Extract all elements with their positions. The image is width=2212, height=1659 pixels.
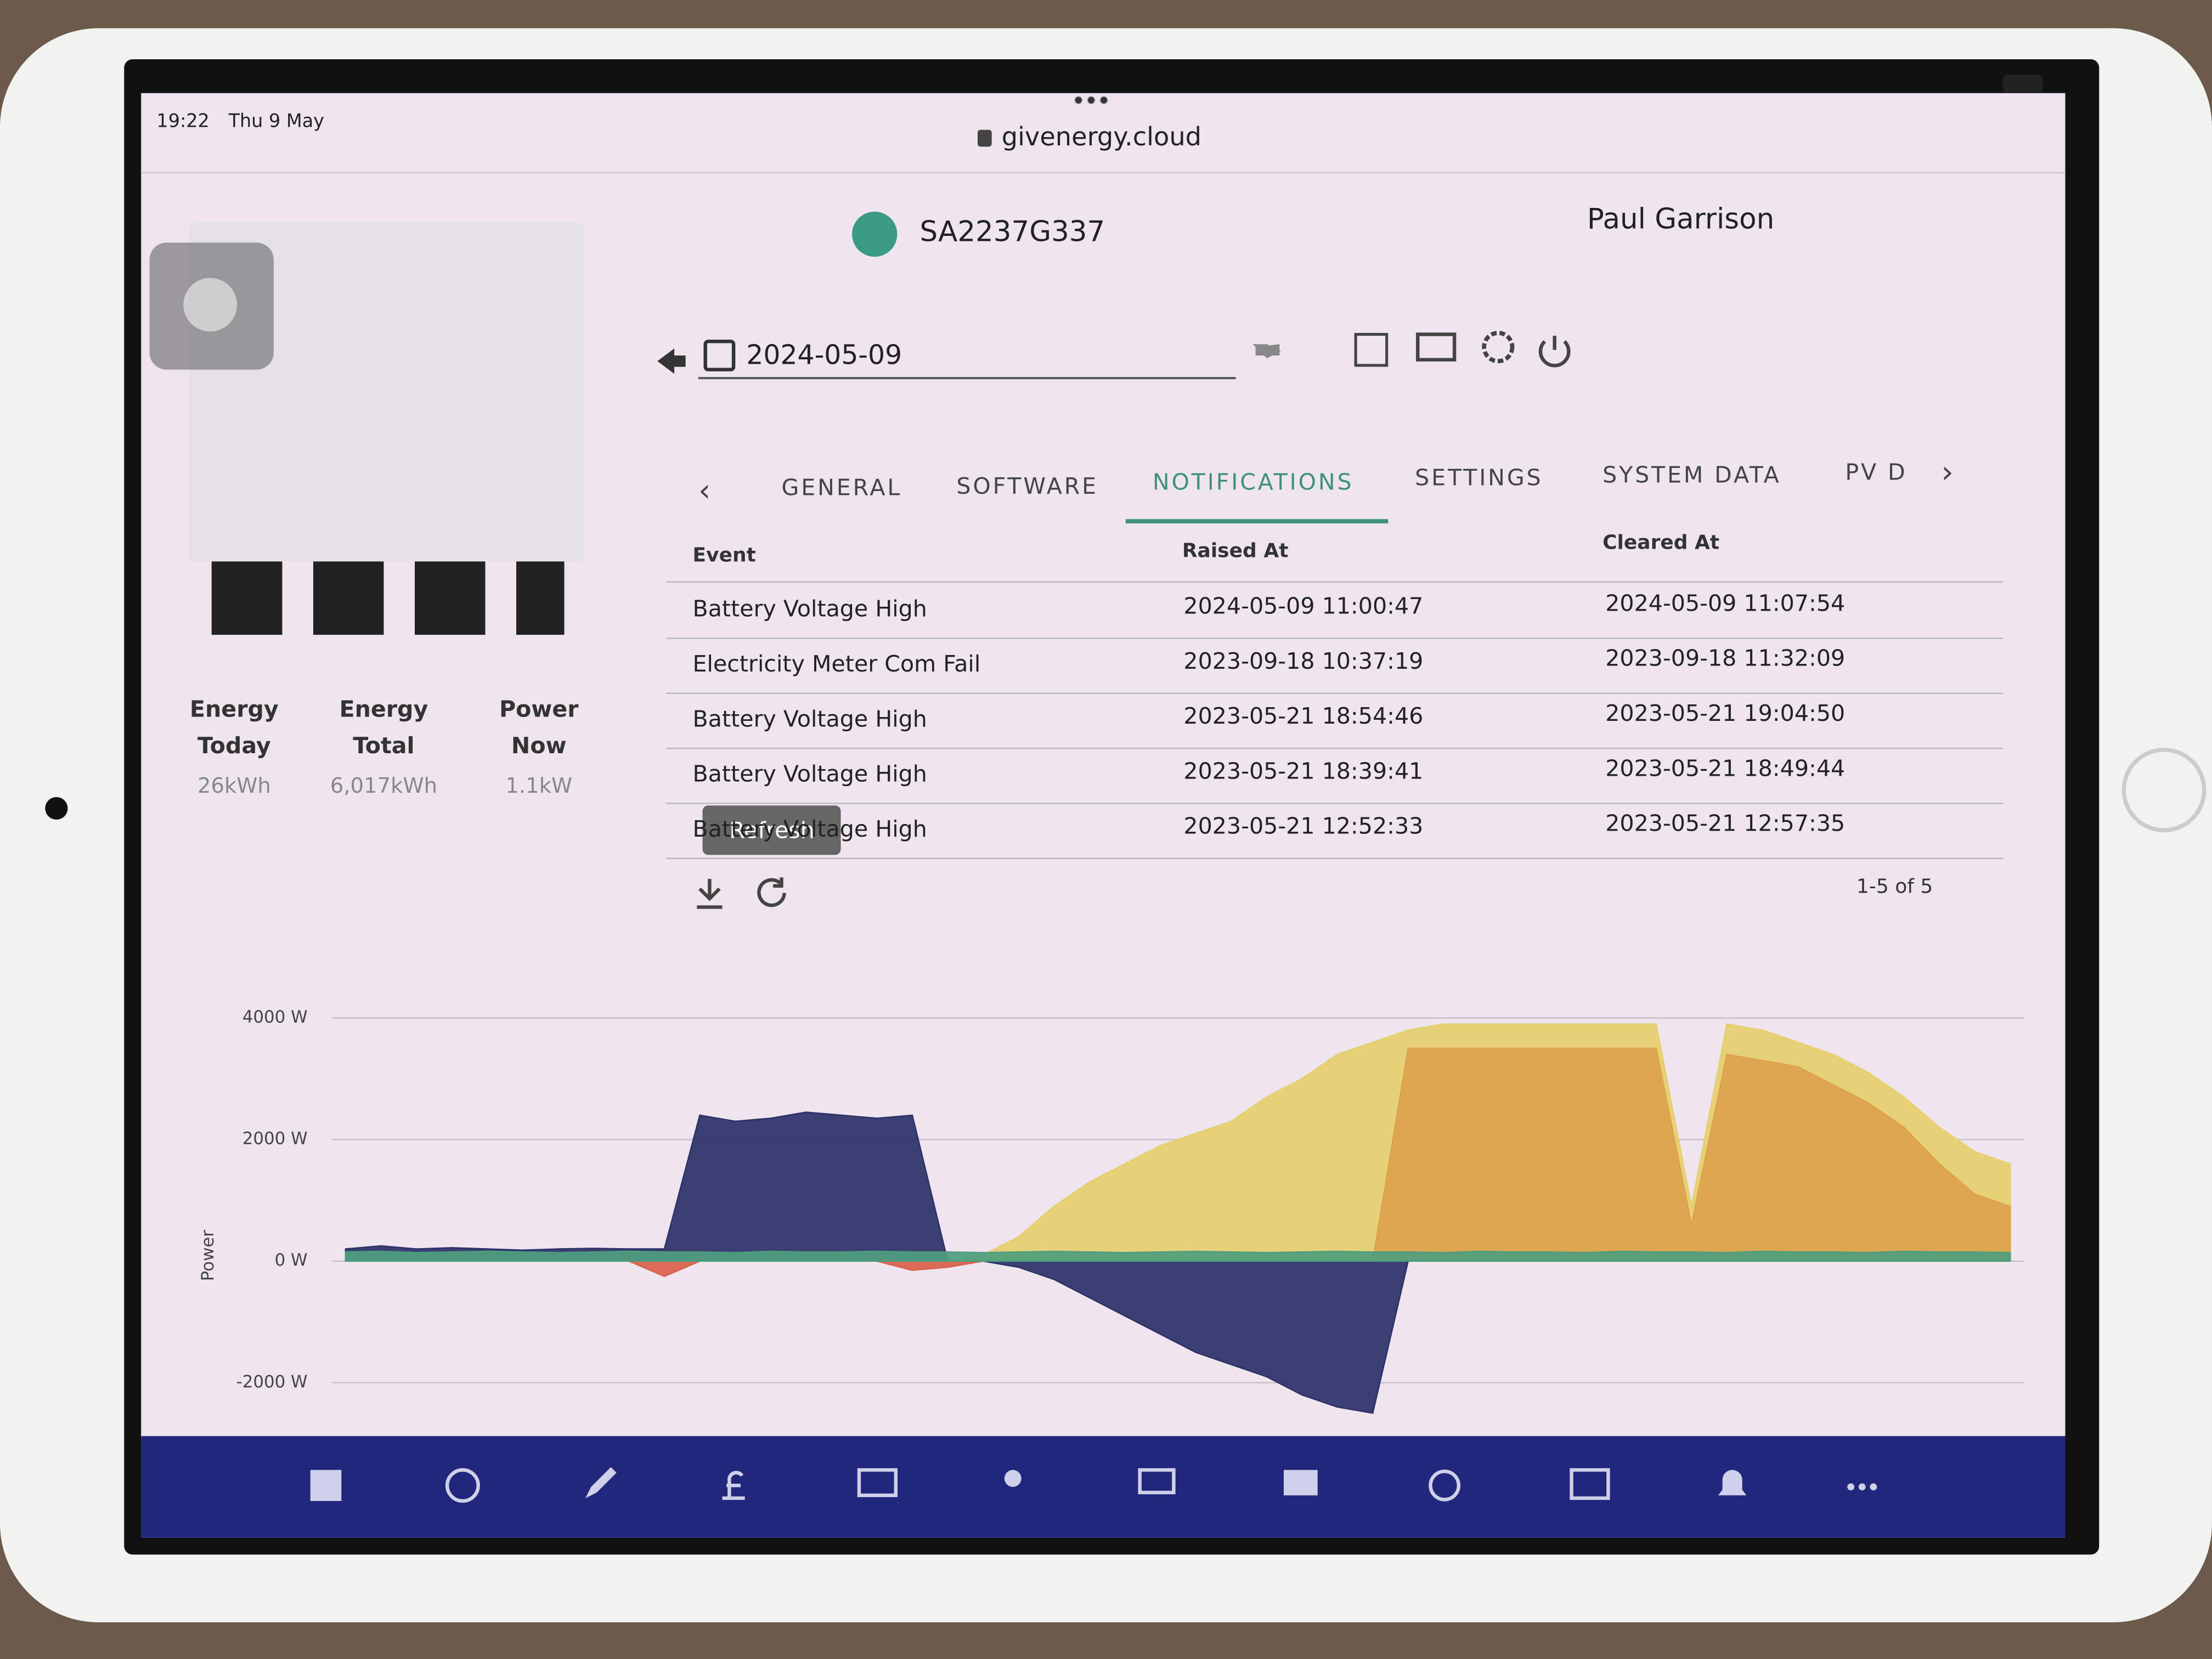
clock: 19:22 bbox=[156, 111, 210, 133]
table-cell: 2023-05-21 18:54:46 bbox=[1183, 702, 1424, 730]
y-axis-label: Power bbox=[198, 1230, 218, 1282]
tab[interactable]: SYSTEM DATA bbox=[1602, 461, 1781, 488]
multitask-dots[interactable] bbox=[1072, 95, 1109, 105]
stat-value: 6,017kWh bbox=[330, 773, 438, 799]
table-cell: Battery Voltage High bbox=[692, 705, 927, 732]
series-area bbox=[345, 1250, 2011, 1262]
status-dot bbox=[852, 211, 898, 257]
table-cell: 2023-05-21 18:49:44 bbox=[1605, 754, 1846, 782]
row-divider bbox=[665, 581, 2004, 583]
nav-history[interactable] bbox=[445, 1468, 480, 1503]
table-cell: Battery Voltage High bbox=[692, 815, 927, 843]
y-tick-label: 0 W bbox=[275, 1250, 308, 1270]
power-chart: Power 4000 W 2000 W 0 W -2000 W bbox=[198, 1007, 2024, 1414]
column-header: Event bbox=[692, 544, 756, 567]
nav-notifications[interactable] bbox=[1718, 1470, 1747, 1496]
table-actions bbox=[697, 877, 786, 909]
table-cell: Battery Voltage High bbox=[692, 595, 927, 622]
column-header: Cleared At bbox=[1602, 532, 1720, 555]
assistive-touch-dot[interactable] bbox=[183, 278, 237, 332]
tab[interactable]: PV D bbox=[1845, 458, 1908, 486]
pagination: 1-5 of 5 bbox=[1856, 876, 1933, 899]
table-cell: 2023-05-21 12:57:35 bbox=[1605, 809, 1846, 837]
table-cell: 2024-05-09 11:00:47 bbox=[1183, 592, 1424, 619]
tooltip: Refresh bbox=[702, 805, 842, 855]
prev-day[interactable] bbox=[657, 348, 686, 374]
battery-icon bbox=[2003, 75, 2043, 93]
table-cell: 2023-09-18 11:32:09 bbox=[1605, 645, 1846, 672]
monitor-icon[interactable] bbox=[1416, 332, 1457, 362]
y-tick-label: -2000 W bbox=[236, 1372, 308, 1392]
next-day[interactable] bbox=[1252, 344, 1281, 359]
bottom-nav bbox=[141, 1436, 2066, 1538]
nav-tariff[interactable] bbox=[722, 1471, 745, 1500]
row-divider bbox=[665, 637, 2004, 639]
table-cell: Electricity Meter Com Fail bbox=[692, 650, 981, 678]
table-cell: 2023-05-21 19:04:50 bbox=[1605, 699, 1846, 727]
grid-icon[interactable] bbox=[1354, 332, 1389, 367]
date-toolbar bbox=[657, 330, 1571, 380]
stat-label: Power Now bbox=[499, 695, 579, 759]
tab[interactable]: GENERAL bbox=[781, 473, 902, 501]
row-divider bbox=[665, 747, 2004, 749]
tab[interactable]: SETTINGS bbox=[1415, 464, 1543, 491]
date-value[interactable]: 2024-05-09 bbox=[746, 340, 902, 371]
nav-monitor[interactable] bbox=[857, 1468, 898, 1497]
nav-users[interactable] bbox=[1004, 1470, 1022, 1487]
row-divider bbox=[665, 692, 2004, 695]
url[interactable]: givenergy.cloud bbox=[1001, 122, 1202, 153]
tabs-next[interactable]: › bbox=[1941, 455, 1954, 491]
lock-icon bbox=[977, 129, 992, 147]
nav-help[interactable] bbox=[1570, 1468, 1610, 1500]
table-cell: 2023-05-21 12:52:33 bbox=[1183, 812, 1424, 839]
stat-label: Energy Today bbox=[189, 695, 279, 759]
row-divider bbox=[665, 803, 2004, 804]
row-divider bbox=[665, 857, 2004, 859]
nav-icons bbox=[310, 1467, 1877, 1503]
tab-indicator bbox=[1125, 519, 1389, 523]
download-icon[interactable] bbox=[697, 878, 723, 909]
stat-value: 26kWh bbox=[197, 773, 271, 799]
table-cell: 2023-05-21 18:39:41 bbox=[1183, 757, 1424, 785]
nav-feedback[interactable] bbox=[1283, 1470, 1318, 1496]
tab[interactable]: NOTIFICATIONS bbox=[1152, 468, 1354, 495]
table-cell: 2024-05-09 11:07:54 bbox=[1605, 589, 1846, 617]
tab[interactable]: SOFTWARE bbox=[956, 472, 1098, 500]
user-name[interactable]: Paul Garrison bbox=[1587, 201, 1775, 236]
date: Thu 9 May bbox=[228, 111, 325, 133]
serial: SA2237G337 bbox=[919, 214, 1105, 249]
stat-label: Energy Total bbox=[339, 695, 428, 759]
nav-edit[interactable] bbox=[585, 1467, 617, 1498]
table-cell: 2023-09-18 10:37:19 bbox=[1183, 647, 1424, 675]
refresh-icon[interactable] bbox=[757, 877, 786, 907]
power-icon[interactable] bbox=[1538, 335, 1571, 368]
y-tick-label: 2000 W bbox=[242, 1129, 308, 1149]
nav-dashboard[interactable] bbox=[310, 1470, 342, 1501]
inverter-connectors bbox=[211, 561, 565, 635]
nav-more[interactable] bbox=[1847, 1483, 1855, 1491]
stat-value: 1.1kW bbox=[505, 773, 573, 799]
divider bbox=[141, 172, 2066, 174]
y-tick-label: 4000 W bbox=[242, 1007, 308, 1027]
column-header: Raised At bbox=[1182, 540, 1289, 563]
table-cell: Battery Voltage High bbox=[692, 760, 927, 787]
camera bbox=[45, 797, 68, 820]
tabs-prev[interactable]: ‹ bbox=[698, 473, 711, 510]
home-button[interactable] bbox=[2121, 747, 2207, 833]
calendar-icon[interactable] bbox=[703, 340, 736, 371]
nav-sync[interactable] bbox=[1429, 1469, 1461, 1502]
settings-icon[interactable] bbox=[1482, 330, 1515, 364]
nav-messages[interactable] bbox=[1138, 1468, 1176, 1494]
